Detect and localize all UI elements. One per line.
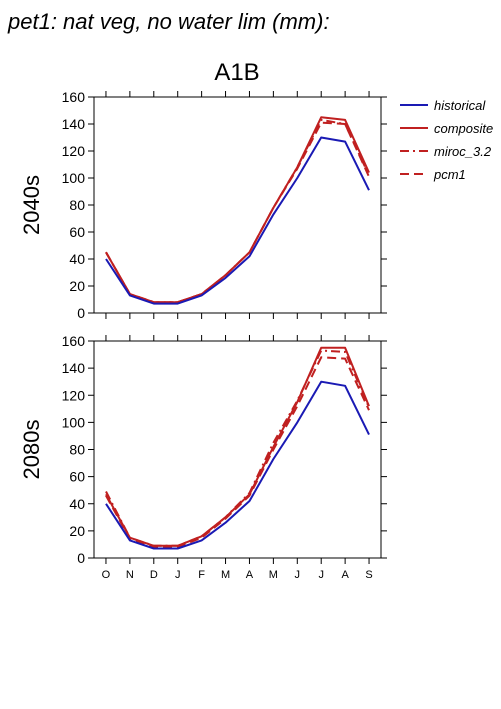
x-tick-label: D bbox=[150, 569, 158, 581]
x-tick-label: O bbox=[102, 569, 111, 581]
x-tick-label: A bbox=[246, 569, 254, 581]
scenario-title: A1B bbox=[214, 59, 259, 86]
x-tick-label: J bbox=[175, 569, 181, 581]
x-tick-label: F bbox=[198, 569, 205, 581]
row-label: 2040s bbox=[19, 175, 44, 235]
figure-title: pet1: nat veg, no water lim (mm): bbox=[7, 9, 330, 34]
series-line-miroc-3-2 bbox=[105, 349, 370, 547]
row-label: 2080s bbox=[19, 420, 44, 480]
panels: 0 20 40 60 80 100 120 140 160 2040s 0 20 40 60 80 100 12… bbox=[19, 89, 387, 581]
y-tick-label: 160 bbox=[62, 89, 86, 105]
panel-0: 0 20 40 60 80 100 120 140 160 2040s bbox=[19, 89, 387, 321]
y-tick-label: 80 bbox=[69, 197, 85, 213]
series-line-pcm1 bbox=[105, 356, 370, 549]
series-line-miroc-3-2 bbox=[105, 118, 370, 304]
plot-frame bbox=[93, 340, 382, 559]
y-tick-label: 40 bbox=[69, 251, 85, 267]
legend: historical composite miroc_3.2 pcm1 bbox=[400, 98, 493, 182]
y-tick-label: 60 bbox=[69, 469, 85, 485]
legend-label: miroc_3.2 bbox=[434, 144, 492, 159]
y-tick-label: 0 bbox=[77, 550, 85, 566]
x-tick-label: J bbox=[295, 569, 301, 581]
legend-label: historical bbox=[434, 98, 486, 113]
y-tick-label: 20 bbox=[69, 278, 85, 294]
y-tick-label: 160 bbox=[62, 333, 86, 349]
y-tick-label: 100 bbox=[62, 414, 86, 430]
x-tick-label: M bbox=[269, 569, 278, 581]
series-line-historical bbox=[105, 136, 370, 305]
x-tick-label: A bbox=[341, 569, 349, 581]
y-tick-label: 60 bbox=[69, 224, 85, 240]
x-tick-label: M bbox=[221, 569, 230, 581]
plot-frame bbox=[93, 96, 382, 314]
panel-1: 0 20 40 60 80 100 120 140 160 O N D J F M A M J J A S 2080s bbox=[19, 333, 387, 581]
y-tick-label: 80 bbox=[69, 442, 85, 458]
y-tick-label: 140 bbox=[62, 116, 86, 132]
y-tick-label: 40 bbox=[69, 496, 85, 512]
series-line-composite bbox=[105, 116, 370, 304]
legend-label: composite bbox=[434, 121, 493, 136]
y-tick-label: 100 bbox=[62, 170, 86, 186]
y-tick-label: 0 bbox=[77, 305, 85, 321]
legend-label: pcm1 bbox=[433, 167, 466, 182]
y-tick-label: 120 bbox=[62, 143, 86, 159]
x-tick-label: N bbox=[126, 569, 134, 581]
series-line-historical bbox=[105, 380, 370, 550]
y-tick-label: 120 bbox=[62, 387, 86, 403]
series-line-pcm1 bbox=[105, 121, 370, 304]
x-tick-label: S bbox=[365, 569, 372, 581]
y-tick-label: 140 bbox=[62, 360, 86, 376]
x-tick-label: J bbox=[318, 569, 324, 581]
series-line-composite bbox=[105, 346, 370, 547]
y-tick-label: 20 bbox=[69, 523, 85, 539]
